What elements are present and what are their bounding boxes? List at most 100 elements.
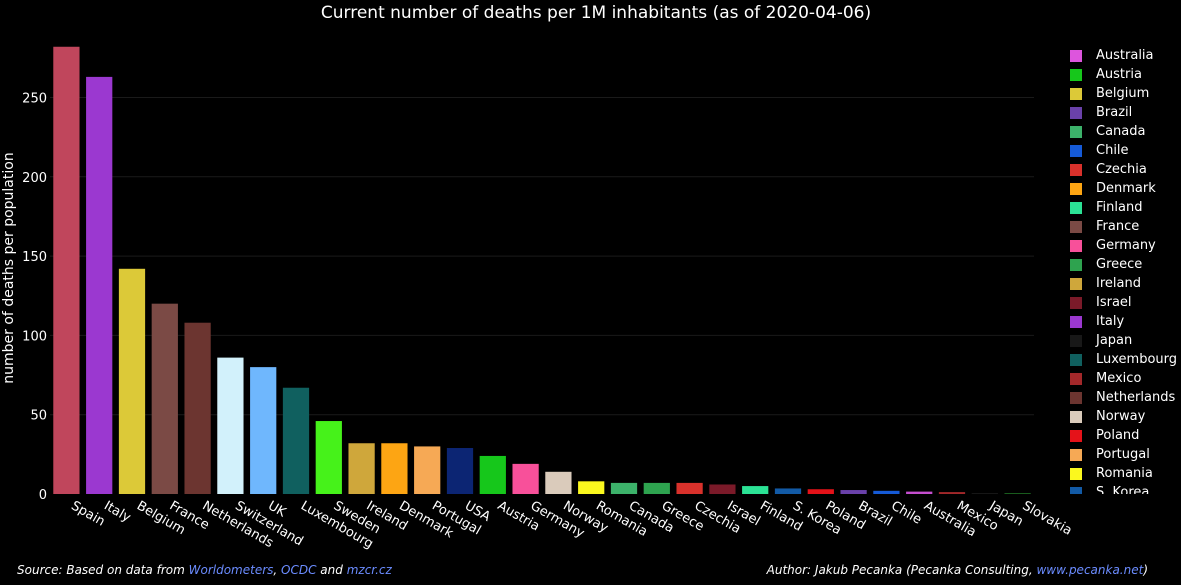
legend-label: Netherlands	[1096, 390, 1176, 405]
source-note: Source: Based on data from Worldometers,…	[17, 563, 392, 577]
legend-label: Mexico	[1096, 371, 1142, 386]
bar-chile[interactable]	[873, 490, 900, 494]
legend-label: Czechia	[1096, 162, 1147, 177]
legend-item[interactable]: Poland	[1062, 426, 1181, 445]
legend-item[interactable]: Canada	[1062, 122, 1181, 141]
bar-denmark[interactable]	[381, 443, 408, 494]
legend-label: Norway	[1096, 409, 1146, 424]
bar-portugal[interactable]	[414, 446, 441, 494]
y-tick-label: 50	[30, 409, 47, 424]
legend-item[interactable]: Denmark	[1062, 179, 1181, 198]
legend-label: Ireland	[1096, 276, 1141, 291]
bar-usa[interactable]	[446, 448, 474, 494]
bar-canada[interactable]	[610, 482, 638, 494]
worldometers-link[interactable]: Worldometers	[188, 563, 274, 577]
bar-germany[interactable]	[512, 463, 539, 494]
bar-israel[interactable]	[709, 484, 736, 494]
author-note: Author: Jakub Pecanka (Pecanka Consultin…	[767, 563, 1148, 577]
legend-label: Poland	[1096, 428, 1140, 443]
legend-label: Austria	[1096, 67, 1142, 82]
x-tick-label: Spain	[68, 498, 107, 529]
legend-swatch	[1070, 49, 1082, 62]
ocdc-link[interactable]: OCDC	[281, 563, 317, 577]
legend-item[interactable]: Ireland	[1062, 274, 1181, 293]
x-tick-label: Chile	[888, 498, 924, 527]
bar-ireland[interactable]	[348, 443, 375, 494]
legend-item[interactable]: Israel	[1062, 293, 1181, 312]
bar-spain[interactable]	[53, 46, 80, 494]
bar-japan[interactable]	[971, 493, 998, 494]
bar-austria[interactable]	[479, 455, 506, 494]
bar-netherlands[interactable]	[184, 322, 211, 494]
bar-luxembourg[interactable]	[282, 387, 310, 494]
legend-item[interactable]: Chile	[1062, 141, 1181, 160]
legend-item[interactable]: Finland	[1062, 198, 1181, 217]
legend-item[interactable]: Norway	[1062, 407, 1181, 426]
bar-slovakia[interactable]	[1004, 493, 1031, 494]
legend-label: Luxembourg	[1096, 352, 1178, 367]
legend: Australia Austria Belgium Brazil Canada Chile…	[1062, 46, 1181, 494]
legend-swatch	[1070, 68, 1082, 81]
legend-swatch	[1070, 429, 1082, 442]
x-tick-label: Slovakia	[1020, 498, 1075, 538]
y-tick-labels: 0 50 100 150 200 250	[22, 92, 47, 503]
legend-item[interactable]: Netherlands	[1062, 388, 1181, 407]
bar-poland[interactable]	[807, 489, 834, 494]
legend-swatch	[1070, 448, 1082, 461]
bar-brazil[interactable]	[840, 490, 867, 494]
bar-belgium[interactable]	[118, 268, 146, 494]
author-suffix: )	[1143, 563, 1148, 577]
pecanka-link[interactable]: www.pecanka.net	[1036, 563, 1144, 577]
bar-uk[interactable]	[250, 367, 277, 494]
legend-item[interactable]: Brazil	[1062, 103, 1181, 122]
legend-label: Australia	[1096, 48, 1154, 63]
legend-item[interactable]: S. Korea	[1062, 483, 1181, 494]
legend-swatch	[1070, 125, 1082, 138]
mzcr-link[interactable]: mzcr.cz	[346, 563, 392, 577]
legend-item[interactable]: Czechia	[1062, 160, 1181, 179]
legend-item[interactable]: Romania	[1062, 464, 1181, 483]
legend-swatch	[1070, 163, 1082, 176]
bar-s-korea[interactable]	[774, 488, 802, 494]
bar-czechia[interactable]	[676, 482, 703, 494]
bar-romania[interactable]	[578, 481, 605, 494]
bar-norway[interactable]	[545, 471, 572, 494]
legend-item[interactable]: Germany	[1062, 236, 1181, 255]
bar-italy[interactable]	[86, 76, 113, 494]
legend-item[interactable]: France	[1062, 217, 1181, 236]
bar-france[interactable]	[151, 303, 178, 494]
legend-item[interactable]: Belgium	[1062, 84, 1181, 103]
legend-item[interactable]: Greece	[1062, 255, 1181, 274]
grid-lines	[50, 97, 1034, 416]
legend-label: Japan	[1096, 333, 1133, 348]
legend-item[interactable]: Australia	[1062, 46, 1181, 65]
legend-item[interactable]: Austria	[1062, 65, 1181, 84]
legend-item[interactable]: Italy	[1062, 312, 1181, 331]
bar-switzerland[interactable]	[217, 357, 244, 494]
legend-item[interactable]: Portugal	[1062, 445, 1181, 464]
legend-item[interactable]: Japan	[1062, 331, 1181, 350]
legend-label: France	[1096, 219, 1140, 234]
legend-item[interactable]: Luxembourg	[1062, 350, 1181, 369]
y-axis-label: number of deaths per population	[1, 152, 17, 383]
bar-finland[interactable]	[742, 486, 769, 494]
legend-label: S. Korea	[1096, 485, 1150, 494]
legend-label: Canada	[1096, 124, 1146, 139]
legend-swatch	[1070, 410, 1082, 423]
bar-australia[interactable]	[906, 491, 933, 494]
legend-item[interactable]: Mexico	[1062, 369, 1181, 388]
legend-label: Belgium	[1096, 86, 1150, 101]
legend-swatch	[1070, 391, 1082, 404]
legend-label: Germany	[1096, 238, 1156, 253]
bar-greece[interactable]	[643, 482, 670, 494]
legend-label: Chile	[1096, 143, 1129, 158]
legend-swatch	[1070, 315, 1082, 328]
legend-label: Brazil	[1096, 105, 1133, 120]
x-tick-label: Italy	[101, 498, 133, 525]
y-tick-label: 150	[22, 250, 47, 265]
legend-label: Finland	[1096, 200, 1143, 215]
bar-mexico[interactable]	[938, 492, 966, 494]
bar-sweden[interactable]	[315, 421, 342, 494]
source-separator: ,	[273, 563, 282, 577]
